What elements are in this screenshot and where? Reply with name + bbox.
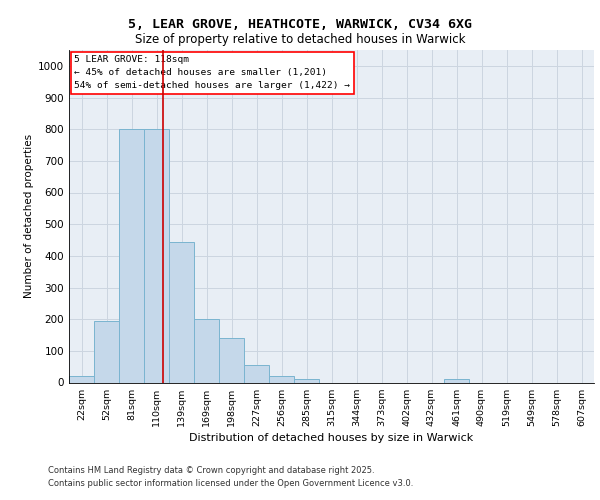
Bar <box>69 376 94 382</box>
Text: Size of property relative to detached houses in Warwick: Size of property relative to detached ho… <box>135 32 465 46</box>
Text: 5, LEAR GROVE, HEATHCOTE, WARWICK, CV34 6XG: 5, LEAR GROVE, HEATHCOTE, WARWICK, CV34 … <box>128 18 472 30</box>
Bar <box>219 338 244 382</box>
Bar <box>119 129 144 382</box>
Bar <box>269 376 294 382</box>
Bar <box>294 380 319 382</box>
Bar <box>94 321 119 382</box>
Bar <box>244 365 269 382</box>
Text: Contains HM Land Registry data © Crown copyright and database right 2025.
Contai: Contains HM Land Registry data © Crown c… <box>48 466 413 487</box>
Text: 5 LEAR GROVE: 118sqm
← 45% of detached houses are smaller (1,201)
54% of semi-de: 5 LEAR GROVE: 118sqm ← 45% of detached h… <box>74 55 350 90</box>
Bar <box>444 380 469 382</box>
Bar <box>194 319 219 382</box>
Bar <box>169 242 194 382</box>
X-axis label: Distribution of detached houses by size in Warwick: Distribution of detached houses by size … <box>190 433 473 443</box>
Y-axis label: Number of detached properties: Number of detached properties <box>24 134 34 298</box>
Bar <box>144 129 169 382</box>
